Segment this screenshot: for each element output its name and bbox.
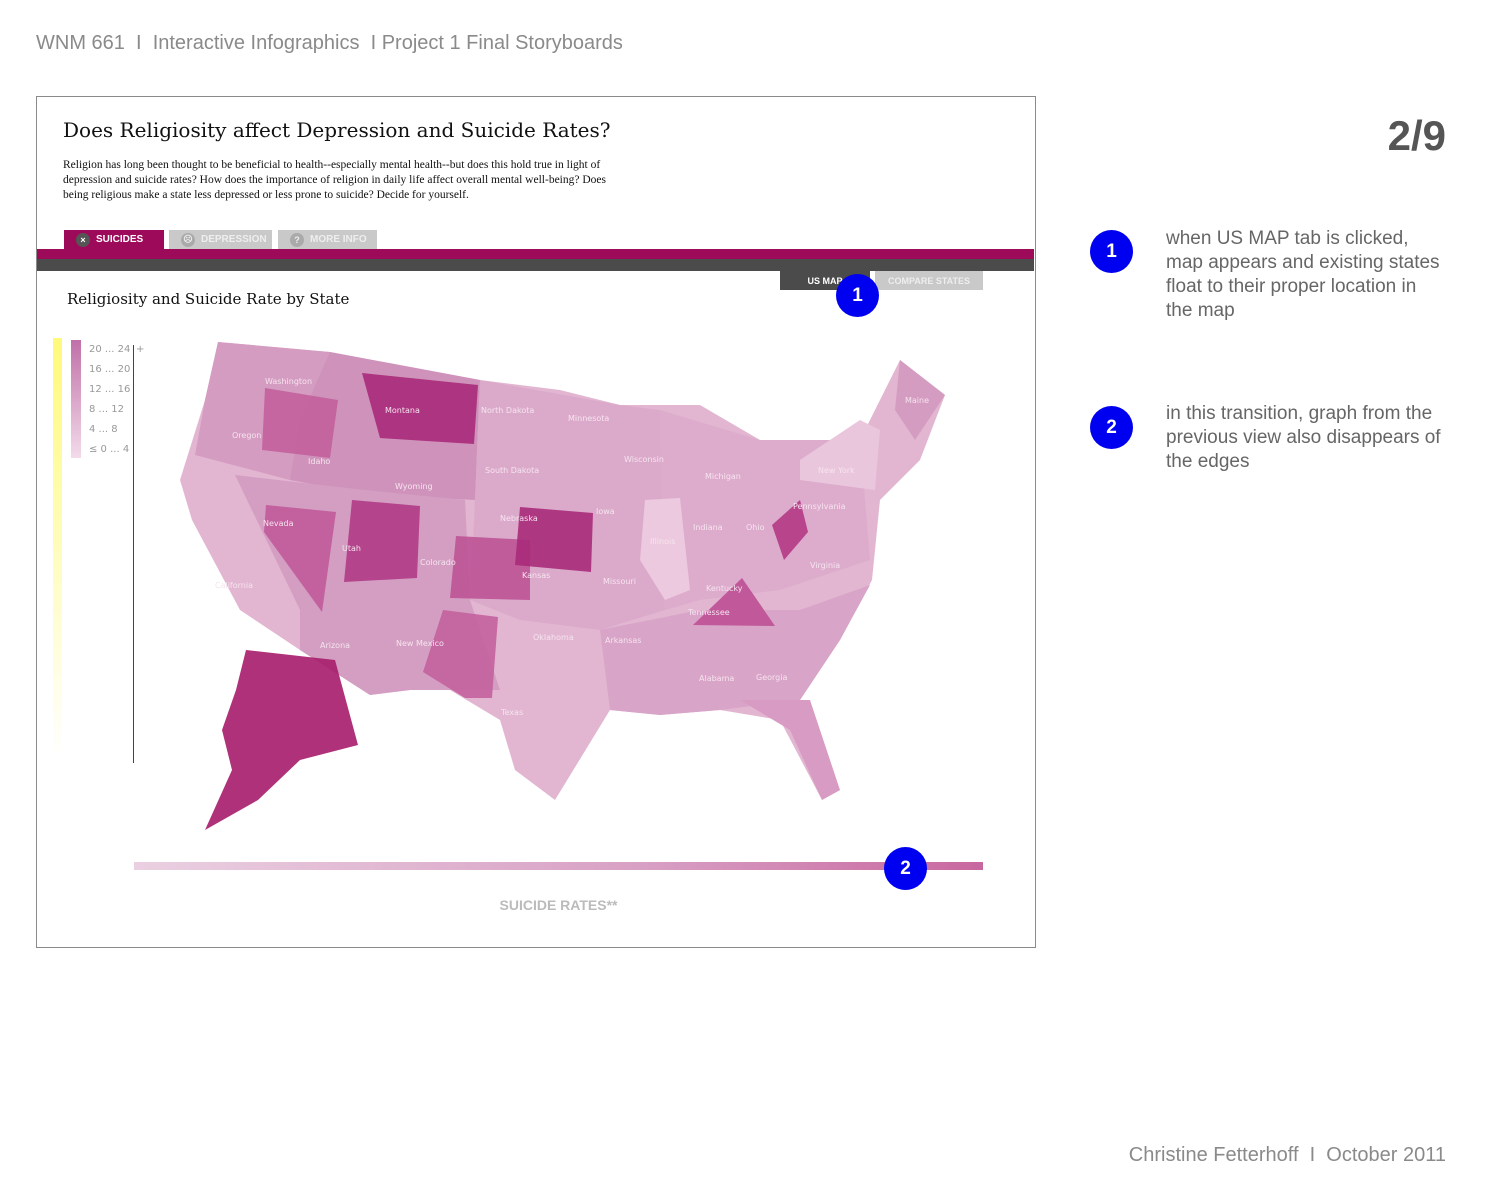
tab-depression[interactable]: ☹ DEPRESSION (169, 230, 272, 249)
page-number: 2/9 (1387, 112, 1446, 159)
legend-item: 12 ... 16 (89, 384, 131, 395)
state-label: North Dakota (481, 406, 534, 415)
religiosity-bar (53, 338, 62, 758)
annotation-badge-2: 2 (1090, 406, 1133, 449)
annotation-badge-1: 1 (1090, 230, 1133, 273)
dead-face-icon: × (76, 232, 90, 247)
state-label: New Mexico (396, 639, 444, 648)
legend-gradient (71, 340, 81, 458)
state-label: Michigan (705, 472, 741, 481)
state-colorado-float (450, 536, 530, 600)
tab-label: DEPRESSION (201, 234, 267, 245)
tab-more-info[interactable]: ? MORE INFO (278, 230, 377, 249)
state-label: Oregon (232, 431, 261, 440)
state-florida (740, 700, 840, 800)
state-label: Wyoming (395, 482, 433, 491)
suicide-rate-scale (134, 862, 983, 870)
page-title: Does Religiosity affect Depression and S… (63, 118, 611, 142)
state-label: Arizona (320, 641, 350, 650)
tab-suicides[interactable]: × SUICIDES (64, 230, 164, 249)
state-label: Oklahoma (533, 633, 574, 642)
state-virginia-float (693, 578, 775, 626)
intro-text: Religion has long been thought to be ben… (63, 159, 606, 201)
scale-label: SUICIDE RATES** (499, 897, 618, 913)
state-maine (895, 360, 945, 440)
state-label: Washington (265, 377, 312, 386)
state-label: Nevada (263, 519, 294, 528)
region-south (600, 585, 870, 715)
tab-label: SUICIDES (96, 234, 144, 245)
state-label: Illinois (650, 537, 675, 546)
app-frame (36, 96, 1036, 948)
state-oregon-float (262, 388, 338, 458)
state-label: Georgia (756, 673, 787, 682)
state-label: Missouri (603, 577, 636, 586)
state-label: Ohio (746, 523, 765, 532)
accent-bar (37, 249, 1034, 259)
state-label: Iowa (596, 507, 615, 516)
legend-item: 16 ... 20 (89, 364, 131, 375)
annotation-badge-2: 2 (884, 847, 927, 890)
state-label: Montana (385, 406, 420, 415)
state-label: California (215, 581, 253, 590)
question-icon: ? (290, 232, 304, 247)
annotation-text: in this transition, graph from the previ… (1166, 403, 1441, 472)
legend-item: 20 ... 24 (89, 344, 131, 355)
state-label: Maine (905, 396, 929, 405)
state-nevada-float (264, 505, 336, 612)
legend-item: ≤ 0 ... 4 (89, 444, 130, 455)
state-label: New York (818, 466, 855, 475)
map-title: Religiosity and Suicide Rate by State (67, 290, 350, 308)
state-alaska-float (205, 650, 358, 830)
annotation-text: when US MAP tab is clicked, map appears … (1166, 228, 1440, 321)
tab-compare-states[interactable]: COMPARE STATES (875, 271, 983, 290)
subnav-bar (37, 259, 1034, 271)
state-label: Texas (500, 708, 523, 717)
state-label: Kansas (522, 571, 550, 580)
state-label: Utah (342, 544, 361, 553)
state-utah-float (344, 500, 420, 582)
state-montana-float (362, 373, 478, 444)
state-kansas-float (515, 507, 593, 572)
annotation-badge-1: 1 (836, 274, 879, 317)
tab-label: MORE INFO (310, 234, 367, 245)
state-label: Virginia (810, 561, 840, 570)
state-label: Pennsylvania (793, 502, 846, 511)
footer: Christine Fetterhoff I October 2011 (1128, 1144, 1446, 1166)
state-label: Arkansas (605, 636, 641, 645)
state-label: Minnesota (568, 414, 609, 423)
state-arizona-float (423, 610, 498, 698)
state-illinois (640, 498, 690, 600)
state-west-virginia-float (772, 500, 808, 560)
legend-plus: + (136, 344, 145, 355)
state-label: Tennessee (687, 608, 730, 617)
state-label: Colorado (420, 558, 456, 567)
us-map[interactable]: Washington Oregon Idaho Montana North Dakota… (0, 0, 1040, 850)
state-label: Wisconsin (624, 455, 664, 464)
state-label: South Dakota (485, 466, 539, 475)
state-label: Indiana (693, 523, 723, 532)
legend-item: 8 ... 12 (89, 404, 124, 415)
state-label: Idaho (308, 457, 330, 466)
state-label: Kentucky (706, 584, 743, 593)
axis-line (133, 345, 134, 763)
legend-item: 4 ... 8 (89, 424, 118, 435)
state-label: Alabama (699, 674, 734, 683)
state-label: Nebraska (500, 514, 538, 523)
sad-face-icon: ☹ (181, 232, 195, 247)
course-header: WNM 661 I Interactive Infographics I Pro… (36, 32, 623, 54)
state-new-york (800, 420, 880, 490)
